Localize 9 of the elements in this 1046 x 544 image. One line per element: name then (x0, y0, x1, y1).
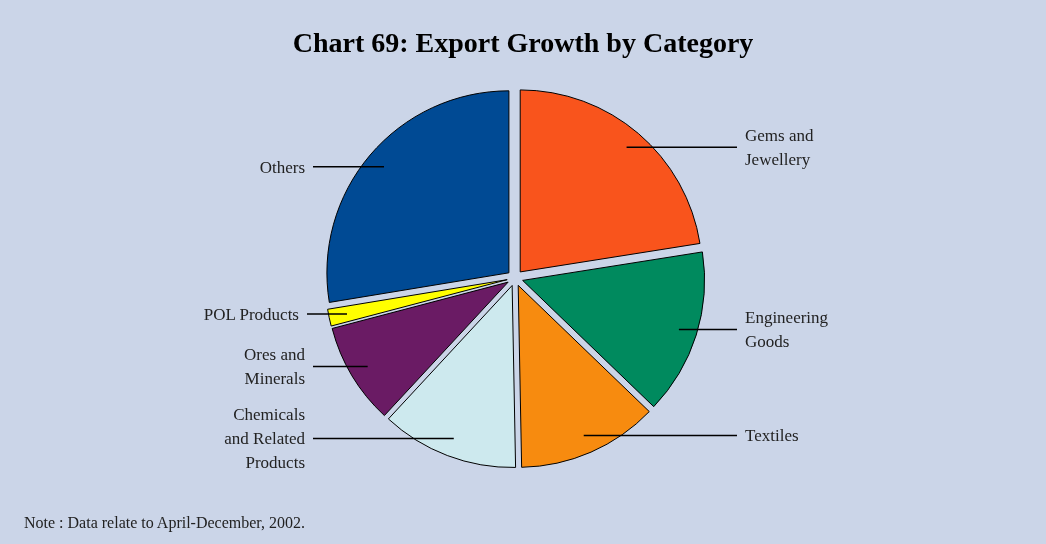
slice-label: Textiles (745, 426, 799, 446)
slice-label: POL Products (203, 304, 299, 324)
slice-label: Others (259, 157, 305, 177)
slice-label: Chemicals and Related Products (224, 405, 306, 473)
slice-label: Ores and Minerals (244, 345, 306, 389)
slice-label: Engineering Goods (745, 308, 829, 352)
chart-title: Chart 69: Export Growth by Category (292, 27, 754, 58)
slice-label: Gems and Jewellery (745, 126, 814, 170)
text: Note : Data relate to April-December, 2002. (24, 514, 306, 532)
